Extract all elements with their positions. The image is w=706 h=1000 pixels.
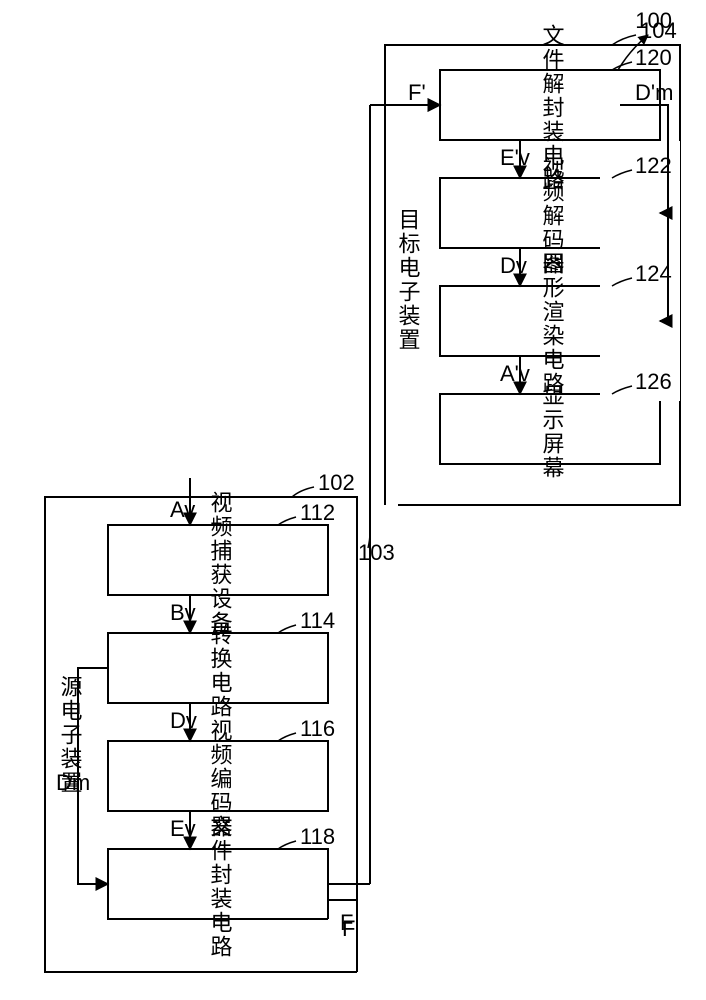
link-Fprime: F': [408, 80, 426, 105]
svg-text:Ev: Ev: [170, 816, 196, 841]
svg-text:112: 112: [300, 500, 335, 525]
svg-text:A'v: A'v: [500, 361, 530, 386]
ref-120: 120: [635, 45, 672, 70]
svg-text:122: 122: [635, 153, 672, 178]
svg-text:124: 124: [635, 261, 672, 286]
system-diagram: 源电子装置 102 100 目标电子装置 104 文件解封装电路 120 视频解…: [0, 0, 706, 1000]
link-F: F: [340, 910, 353, 935]
target-dm-label: D'm: [635, 80, 673, 105]
svg-text:116: 116: [300, 716, 335, 741]
svg-text:Dm: Dm: [56, 770, 90, 795]
svg-text:文件封装电路: 文件封装电路: [208, 815, 233, 959]
target-device-ref: 104: [640, 18, 677, 43]
link-ref-103: 103: [358, 540, 395, 565]
svg-text:Bv: Bv: [170, 600, 196, 625]
svg-text:视频捕获设备: 视频捕获设备: [208, 491, 233, 635]
target-device-title: 目标电子装置: [396, 208, 421, 352]
svg-text:126: 126: [635, 369, 672, 394]
svg-text:E'v: E'v: [500, 145, 530, 170]
svg-text:图形渲染电路: 图形渲染电路: [540, 252, 565, 396]
svg-text:转换电路: 转换电路: [208, 623, 233, 719]
svg-text:Dv: Dv: [500, 253, 527, 278]
svg-text:118: 118: [300, 824, 335, 849]
svg-text:114: 114: [300, 608, 335, 633]
svg-text:Dv: Dv: [170, 708, 197, 733]
svg-text:显示屏幕: 显示屏幕: [540, 384, 565, 480]
source-ref: 102: [318, 470, 355, 495]
svg-text:Av: Av: [170, 497, 195, 522]
